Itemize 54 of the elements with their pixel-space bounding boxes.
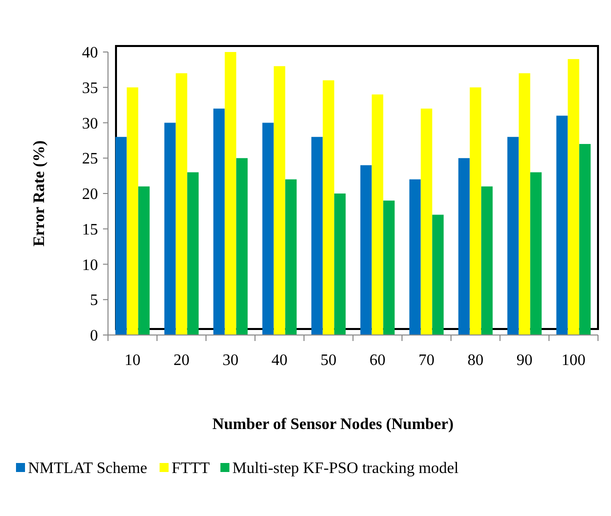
y-tick-label: 35 [82, 80, 98, 97]
bar [507, 136, 519, 335]
y-tick-label: 20 [82, 186, 98, 204]
x-axis-title: Number of Sensor Nodes (Number) [212, 416, 454, 433]
bar [187, 172, 199, 335]
bar [213, 108, 225, 335]
bar [481, 186, 493, 335]
bar [285, 179, 297, 335]
bar [360, 165, 372, 335]
bar [383, 200, 395, 335]
bar [432, 214, 444, 335]
legend-label: FTTT [172, 460, 210, 477]
legend-label: NMTLAT Scheme [28, 460, 148, 477]
bar [530, 172, 542, 335]
x-tick-label: 50 [320, 352, 336, 369]
bar [164, 122, 176, 335]
x-tick-label: 60 [370, 352, 386, 369]
bar [311, 136, 323, 335]
x-tick-label: 10 [124, 352, 140, 369]
y-tick-label: 25 [82, 150, 98, 168]
bar [126, 87, 138, 335]
bar [176, 73, 188, 335]
x-tick-label: 80 [468, 352, 484, 369]
bar [334, 194, 346, 335]
y-tick-label: 10 [82, 256, 98, 274]
x-tick-label: 100 [562, 352, 586, 369]
y-tick-label: 15 [82, 221, 98, 238]
bar [409, 179, 421, 335]
y-tick-label: 5 [90, 292, 98, 310]
bar [224, 52, 236, 335]
bar [556, 116, 568, 335]
bar [115, 136, 127, 335]
x-tick-label: 30 [222, 352, 238, 369]
x-tick-label: 90 [516, 352, 532, 369]
bar [579, 144, 591, 335]
y-tick-label: 40 [82, 44, 98, 62]
bar [138, 186, 150, 335]
legend-label: Multi-step KF-PSO tracking model [232, 460, 460, 477]
y-tick-label: 30 [82, 115, 98, 132]
x-tick-label: 20 [174, 352, 190, 369]
y-tick-label: 0 [90, 328, 98, 345]
bar [262, 122, 274, 335]
bar [420, 108, 432, 335]
y-axis-title: Error Rate (%) [31, 140, 48, 247]
bar [518, 73, 530, 335]
bar [274, 66, 286, 335]
x-tick-label: 40 [272, 352, 288, 369]
bar [236, 158, 248, 335]
bar [322, 80, 334, 335]
bar [458, 158, 470, 335]
bar [470, 87, 482, 335]
bar [372, 94, 384, 335]
bar [568, 59, 580, 335]
x-tick-label: 70 [418, 352, 434, 369]
